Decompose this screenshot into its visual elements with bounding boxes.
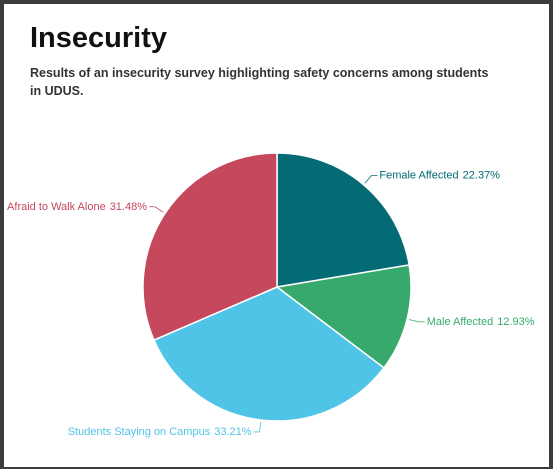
slice-name: Male Affected (427, 316, 493, 328)
slice-label: Afraid to Walk Alone 31.48% (7, 201, 147, 213)
slice-label: Male Affected 12.93% (427, 316, 535, 328)
pie-slice (276, 152, 411, 288)
slice-label: Students Staying on Campus 33.21% (68, 426, 252, 438)
slice-name: Afraid to Walk Alone (7, 201, 106, 213)
pie-slice (152, 286, 385, 422)
chart: Female Affected 22.37% Male Affected 12.93%… (7, 152, 535, 438)
slice-label: Female Affected 22.37% (379, 170, 500, 182)
slice-name: Female Affected (379, 170, 458, 182)
chart-title: Insecurity (30, 22, 167, 54)
slice-value: 12.93% (497, 316, 535, 328)
pie-slice (275, 264, 412, 369)
leader-line (253, 421, 262, 433)
leader-line (408, 319, 425, 323)
chart-subtitle: Results of an insecurity survey highligh… (30, 66, 489, 98)
slice-name: Students Staying on Campus (68, 426, 211, 438)
slice-value: 22.37% (463, 170, 501, 182)
pie-slice (142, 152, 278, 342)
leader-line (149, 206, 164, 213)
slice-value: 31.48% (110, 201, 148, 213)
leader-line (364, 175, 378, 184)
slice-value: 33.21% (214, 426, 252, 438)
